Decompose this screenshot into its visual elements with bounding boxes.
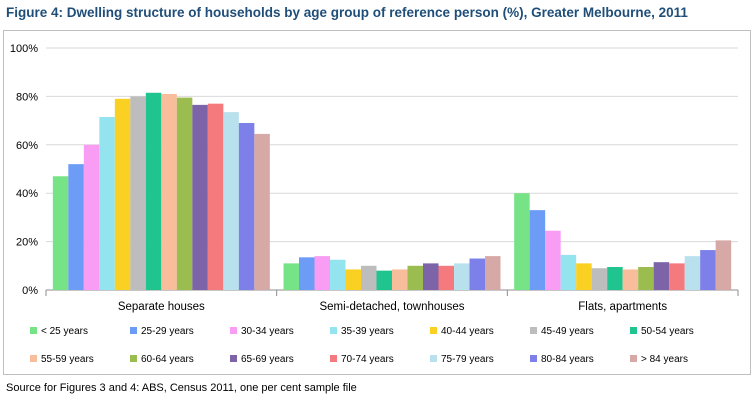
bar xyxy=(485,256,501,290)
bar xyxy=(469,258,485,290)
bar xyxy=(345,269,361,290)
bar xyxy=(238,123,255,291)
source-note: Source for Figures 3 and 4: ABS, Census … xyxy=(6,382,357,394)
bar xyxy=(700,250,716,290)
y-tick-label: 0% xyxy=(22,285,38,297)
bar xyxy=(223,112,239,290)
bar xyxy=(591,268,608,290)
bar xyxy=(254,133,270,290)
legend-label: 55-59 years xyxy=(41,354,94,365)
y-tick-label: 20% xyxy=(16,237,38,249)
legend-label: 75-79 years xyxy=(441,354,494,365)
bar xyxy=(438,265,454,290)
bar xyxy=(192,104,208,291)
bar xyxy=(161,93,177,290)
bar xyxy=(68,164,84,290)
legend-label: 30-34 years xyxy=(241,326,294,337)
legend-label: 80-84 years xyxy=(541,354,594,365)
y-tick-label: 80% xyxy=(16,91,38,103)
legend-label: > 84 years xyxy=(641,354,688,365)
legend-swatch xyxy=(330,327,337,334)
bar xyxy=(99,116,115,290)
legend-swatch xyxy=(130,355,137,362)
bar xyxy=(638,267,654,290)
bar xyxy=(653,262,670,290)
legend-label: 50-54 years xyxy=(641,326,694,337)
legend-swatch xyxy=(630,327,637,334)
bar xyxy=(622,269,639,290)
bar xyxy=(376,270,392,290)
legend-swatch xyxy=(430,355,437,362)
bar xyxy=(423,263,439,290)
chart-frame xyxy=(3,30,751,375)
bar xyxy=(514,193,530,290)
bar xyxy=(176,97,193,290)
bar xyxy=(299,257,315,290)
bar xyxy=(130,96,146,291)
y-tick-label: 100% xyxy=(10,43,38,55)
bar xyxy=(283,263,299,290)
bar xyxy=(560,254,577,290)
bar xyxy=(545,230,561,290)
legend-swatch xyxy=(530,355,537,362)
x-category-label: Separate houses xyxy=(118,301,205,313)
legend-swatch xyxy=(30,355,37,362)
legend: < 25 years 25-29 years 30-34 years 35-39 ye… xyxy=(30,326,694,365)
bar xyxy=(407,265,423,290)
x-category-label: Semi-detached, townhouses xyxy=(319,301,464,313)
bar xyxy=(114,98,131,290)
bar xyxy=(529,210,546,290)
legend-swatch xyxy=(530,327,537,334)
legend-label: 45-49 years xyxy=(541,326,594,337)
bar xyxy=(52,176,69,290)
x-axis: Separate houses Semi-detached, townhouses… xyxy=(45,290,739,313)
bar xyxy=(684,256,701,290)
bar xyxy=(361,265,377,290)
bar xyxy=(314,256,330,290)
x-category-label: Flats, apartments xyxy=(578,301,667,313)
bar xyxy=(207,103,224,290)
y-tick-label: 40% xyxy=(16,188,38,200)
bar xyxy=(454,263,470,290)
y-tick-label: 60% xyxy=(16,140,38,152)
legend-label: 25-29 years xyxy=(141,326,194,337)
legend-swatch xyxy=(430,327,437,334)
bar xyxy=(145,92,162,291)
legend-label: 40-44 years xyxy=(441,326,494,337)
y-axis-ticks: 0% 20% 40% 60% 80% 100% xyxy=(10,43,38,297)
legend-swatch xyxy=(130,327,137,334)
bars xyxy=(52,92,732,291)
bar xyxy=(392,269,408,290)
bar xyxy=(330,259,346,290)
bar xyxy=(576,263,592,290)
legend-swatch xyxy=(330,355,337,362)
bar xyxy=(669,263,685,290)
bar xyxy=(715,240,732,290)
legend-label: 60-64 years xyxy=(141,354,194,365)
legend-swatch xyxy=(30,327,37,334)
figure-title: Figure 4: Dwelling structure of househol… xyxy=(6,5,688,20)
legend-label: 35-39 years xyxy=(341,326,394,337)
legend-swatch xyxy=(630,355,637,362)
legend-label: < 25 years xyxy=(41,326,88,337)
legend-swatch xyxy=(230,355,237,362)
legend-swatch xyxy=(230,327,237,334)
bar xyxy=(607,267,623,290)
legend-label: 70-74 years xyxy=(341,354,394,365)
bar xyxy=(83,144,100,290)
legend-label: 65-69 years xyxy=(241,354,294,365)
